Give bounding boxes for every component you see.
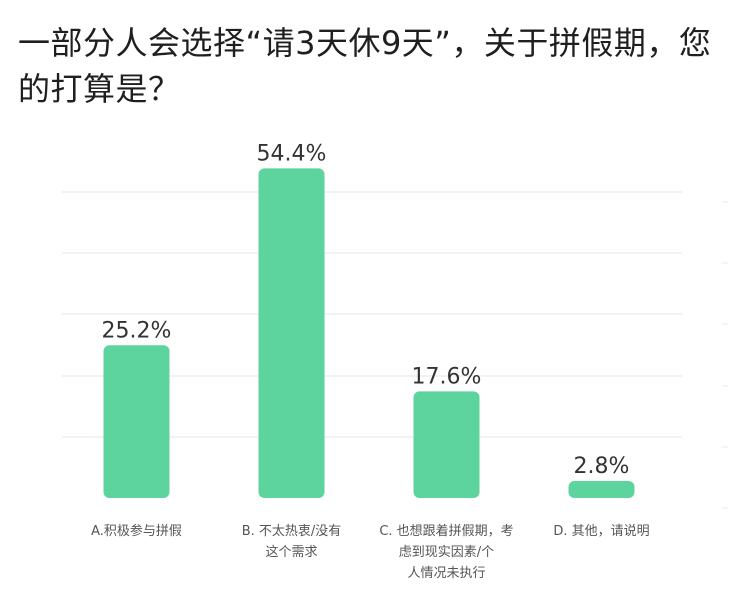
data-label: 17.6%	[412, 364, 482, 389]
category-label-line: D. 其他，请说明	[553, 524, 650, 539]
bar	[413, 391, 480, 498]
category-label: B. 不太热衷/没有 这个需求	[212, 521, 372, 563]
category-label-line: B. 不太热衷/没有	[241, 524, 342, 539]
data-label: 2.8%	[574, 454, 630, 479]
category-label: A.积极参与拼假	[57, 521, 217, 542]
bar	[103, 345, 170, 498]
bar	[258, 168, 325, 498]
data-label: 54.4%	[257, 141, 327, 166]
chart-title: 一部分人会选择“请3天休9天”，关于拼假期，您的打算是？	[18, 24, 712, 108]
category-label: C. 也想跟着拼假期，考 虑到现实因素/个 人情况未执行	[367, 521, 527, 584]
category-label: D. 其他，请说明	[522, 521, 682, 542]
data-label: 25.2%	[102, 318, 172, 343]
category-label-line: C. 也想跟着拼假期，考	[379, 524, 514, 539]
category-label-line: 虑到现实因素/个	[398, 545, 495, 560]
category-label-line: 这个需求	[265, 545, 318, 560]
bar	[568, 481, 635, 498]
category-label-line: 人情况未执行	[407, 566, 486, 581]
category-label-line: A.积极参与拼假	[91, 524, 182, 539]
